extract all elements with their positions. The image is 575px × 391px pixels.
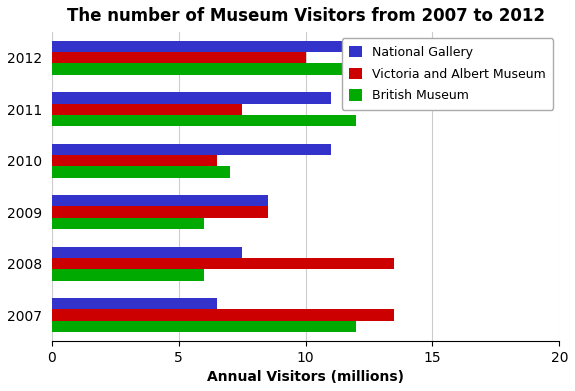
Bar: [52, 218, 204, 229]
Bar: [52, 92, 331, 104]
Title: The number of Museum Visitors from 2007 to 2012: The number of Museum Visitors from 2007 …: [67, 7, 545, 25]
Legend: National Gallery, Victoria and Albert Museum, British Museum: National Gallery, Victoria and Albert Mu…: [342, 38, 553, 110]
Bar: [52, 155, 217, 166]
Bar: [52, 195, 267, 206]
Bar: [52, 258, 394, 269]
Bar: [52, 298, 217, 309]
Bar: [52, 41, 458, 52]
Bar: [52, 63, 394, 75]
Bar: [52, 206, 267, 218]
Bar: [52, 115, 356, 126]
Bar: [52, 269, 204, 281]
Bar: [52, 166, 229, 178]
Bar: [52, 144, 331, 155]
Bar: [52, 321, 356, 332]
Bar: [52, 309, 394, 321]
Bar: [52, 247, 242, 258]
X-axis label: Annual Visitors (millions): Annual Visitors (millions): [207, 370, 404, 384]
Bar: [52, 104, 242, 115]
Bar: [52, 52, 305, 63]
